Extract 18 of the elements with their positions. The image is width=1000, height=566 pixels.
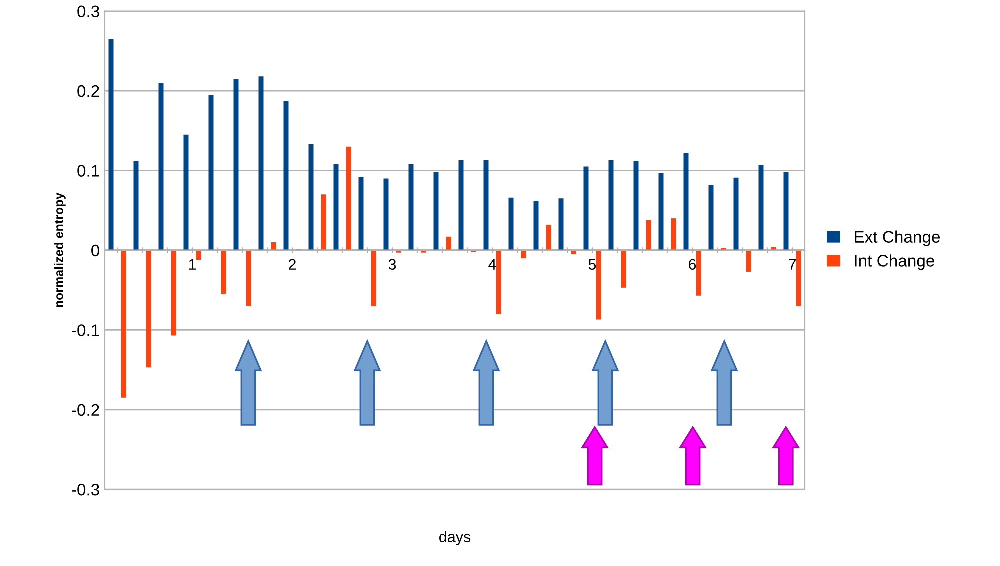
- x-tick-label: 6: [689, 259, 696, 270]
- y-tick-label: 0.3: [78, 6, 100, 18]
- y-tick-label: 0.1: [78, 165, 100, 177]
- y-tick-label: -0.2: [72, 404, 100, 416]
- x-tick-label: 2: [289, 259, 296, 270]
- x-tick-label: 4: [488, 259, 496, 270]
- x-tick-label: 7: [789, 259, 796, 270]
- legend-label: Int Change: [855, 254, 934, 270]
- y-tick-label: -0.3: [72, 484, 100, 496]
- x-tick-label: 3: [388, 259, 396, 270]
- y-tick-label: 0.2: [78, 85, 100, 98]
- y-tick-label: -0.1: [72, 324, 100, 336]
- legend-label: Ext Change: [855, 230, 940, 246]
- x-axis-title: days: [440, 531, 471, 546]
- x-tick-label: 1: [189, 259, 196, 270]
- y-axis-title: normalized entropy: [54, 192, 66, 308]
- y-tick-label: 0: [92, 244, 100, 257]
- x-tick-label: 5: [588, 259, 596, 270]
